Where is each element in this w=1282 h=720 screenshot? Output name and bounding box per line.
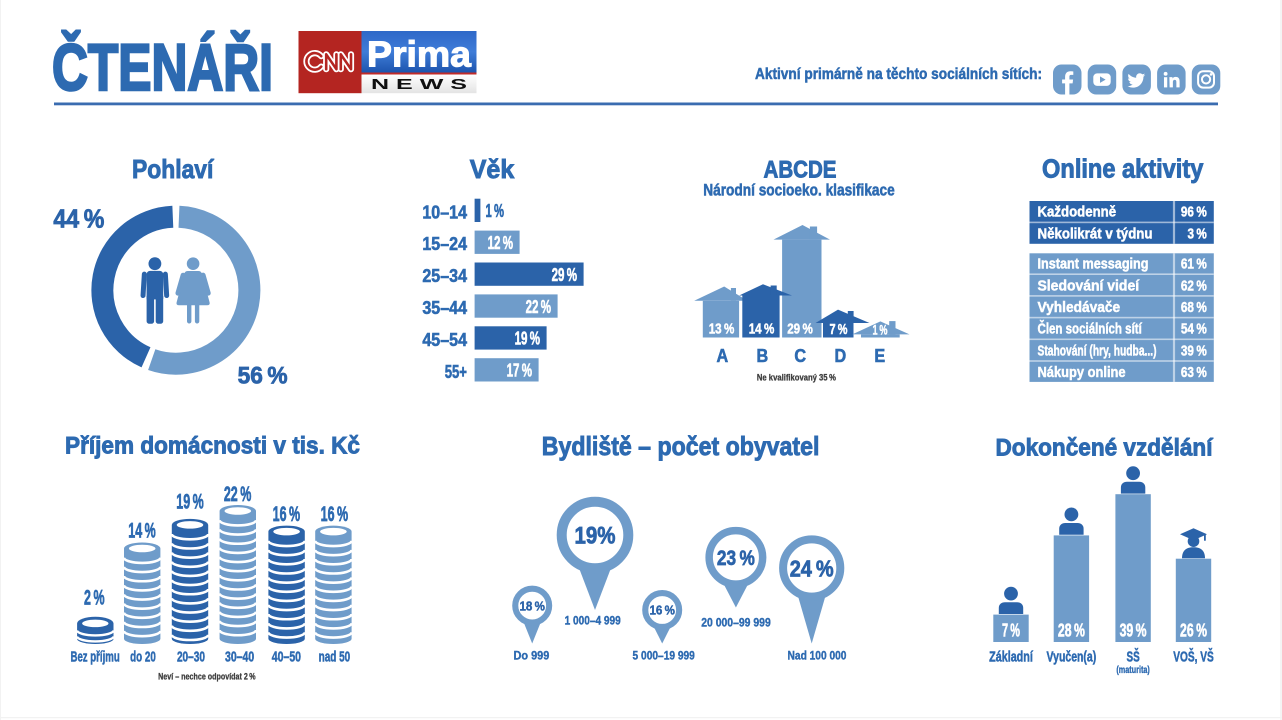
svg-text:Bez příjmu: Bez příjmu	[71, 649, 120, 665]
svg-text:Stahování (hry, hudba...): Stahování (hry, hudba...)	[1038, 343, 1157, 359]
svg-text:45–54: 45–54	[422, 329, 467, 350]
svg-text:28 %: 28 %	[1058, 621, 1085, 641]
svg-text:35–44: 35–44	[422, 297, 467, 318]
svg-text:C: C	[794, 346, 806, 366]
svg-text:25–34: 25–34	[422, 265, 467, 286]
svg-text:10–14: 10–14	[422, 201, 467, 222]
svg-text:nad 50: nad 50	[319, 649, 351, 665]
svg-text:17 %: 17 %	[507, 361, 533, 381]
svg-text:55+: 55+	[445, 361, 467, 382]
svg-text:14 %: 14 %	[128, 519, 156, 542]
svg-text:61 %: 61 %	[1181, 257, 1207, 273]
svg-text:Sledování videí: Sledování videí	[1038, 278, 1141, 294]
svg-text:44 %: 44 %	[53, 206, 104, 234]
svg-text:Věk: Věk	[470, 154, 515, 184]
svg-text:D: D	[835, 346, 847, 366]
svg-text:18 %: 18 %	[519, 598, 545, 613]
svg-text:54 %: 54 %	[1181, 322, 1207, 338]
svg-text:29 %: 29 %	[552, 265, 578, 285]
svg-text:Vyučen(a): Vyučen(a)	[1047, 649, 1097, 665]
svg-text:1 %: 1 %	[486, 201, 505, 221]
svg-text:30–40: 30–40	[225, 649, 254, 665]
svg-text:N E W S: N E W S	[371, 76, 467, 93]
svg-text:Prima: Prima	[367, 34, 472, 75]
svg-text:13 %: 13 %	[709, 320, 735, 337]
svg-text:7 %: 7 %	[1002, 621, 1020, 641]
svg-text:12 %: 12 %	[488, 233, 514, 253]
svg-text:(maturita): (maturita)	[1116, 665, 1150, 676]
svg-text:B: B	[757, 346, 769, 366]
svg-text:Instant messaging: Instant messaging	[1038, 257, 1149, 273]
svg-text:68 %: 68 %	[1181, 300, 1207, 316]
svg-text:56 %: 56 %	[238, 363, 288, 390]
svg-text:Národní socioeko. klasifikace: Národní socioeko. klasifikace	[703, 181, 895, 200]
svg-text:40–50: 40–50	[272, 649, 301, 665]
svg-text:Neví – nechce odpovídat 2 %: Neví – nechce odpovídat 2 %	[158, 671, 256, 681]
svg-text:Ne kvalifikovaný 35 %: Ne kvalifikovaný 35 %	[757, 373, 836, 383]
svg-text:2 %: 2 %	[84, 586, 105, 609]
svg-text:7 %: 7 %	[830, 321, 848, 338]
svg-text:26 %: 26 %	[1180, 621, 1207, 641]
svg-text:Příjem domácnosti v tis. Kč: Příjem domácnosti v tis. Kč	[65, 433, 360, 460]
svg-text:19 %: 19 %	[515, 329, 541, 349]
svg-text:39 %: 39 %	[1181, 343, 1207, 359]
svg-text:24 %: 24 %	[790, 555, 834, 581]
svg-text:Bydliště – počet obyvatel: Bydliště – počet obyvatel	[542, 431, 820, 461]
svg-text:96 %: 96 %	[1181, 205, 1207, 221]
svg-text:Nákupy online: Nákupy online	[1038, 365, 1126, 381]
svg-text:Dokončené vzdělání: Dokončené vzdělání	[996, 434, 1214, 461]
svg-text:22 %: 22 %	[526, 297, 552, 317]
svg-text:Základní: Základní	[989, 649, 1033, 665]
svg-text:1 %: 1 %	[873, 323, 888, 338]
svg-text:19%: 19%	[575, 523, 616, 550]
svg-text:15–24: 15–24	[422, 233, 467, 254]
svg-text:63 %: 63 %	[1181, 365, 1207, 381]
svg-text:Do 999: Do 999	[514, 651, 550, 663]
svg-text:22 %: 22 %	[224, 483, 252, 506]
svg-text:20–30: 20–30	[177, 649, 205, 665]
svg-text:16 %: 16 %	[649, 603, 675, 618]
svg-text:3 %: 3 %	[1188, 227, 1207, 243]
svg-text:20 000–99 999: 20 000–99 999	[701, 618, 771, 630]
svg-text:do 20: do 20	[130, 649, 156, 665]
svg-text:SŠ: SŠ	[1127, 647, 1140, 665]
svg-text:29 %: 29 %	[787, 320, 813, 337]
svg-text:Několikrát v týdnu: Několikrát v týdnu	[1038, 227, 1153, 243]
svg-text:Pohlaví: Pohlaví	[132, 154, 214, 184]
svg-text:1 000–4 999: 1 000–4 999	[565, 616, 621, 628]
svg-text:E: E	[874, 346, 885, 366]
svg-text:39 %: 39 %	[1120, 621, 1147, 641]
svg-text:Člen sociálních sítí: Člen sociálních sítí	[1038, 320, 1143, 338]
svg-text:ČTENÁŘI: ČTENÁŘI	[52, 30, 273, 104]
svg-text:23 %: 23 %	[717, 547, 755, 570]
svg-text:Online aktivity: Online aktivity	[1042, 156, 1204, 184]
svg-text:Aktivní primárně na těchto soc: Aktivní primárně na těchto sociálních sí…	[755, 66, 1042, 83]
svg-text:14 %: 14 %	[749, 320, 775, 337]
svg-text:5 000–19 999: 5 000–19 999	[633, 651, 695, 663]
svg-text:ABCDE: ABCDE	[764, 157, 837, 184]
svg-text:A: A	[716, 346, 728, 366]
svg-text:Každodenně: Každodenně	[1038, 205, 1117, 221]
svg-text:VOŠ, VŠ: VOŠ, VŠ	[1173, 647, 1214, 665]
svg-text:Vyhledávače: Vyhledávače	[1038, 300, 1121, 316]
svg-text:16 %: 16 %	[273, 503, 301, 526]
svg-text:Nad 100 000: Nad 100 000	[788, 651, 847, 663]
svg-text:19 %: 19 %	[176, 491, 204, 514]
svg-text:16 %: 16 %	[321, 503, 349, 526]
svg-text:62 %: 62 %	[1181, 278, 1207, 294]
